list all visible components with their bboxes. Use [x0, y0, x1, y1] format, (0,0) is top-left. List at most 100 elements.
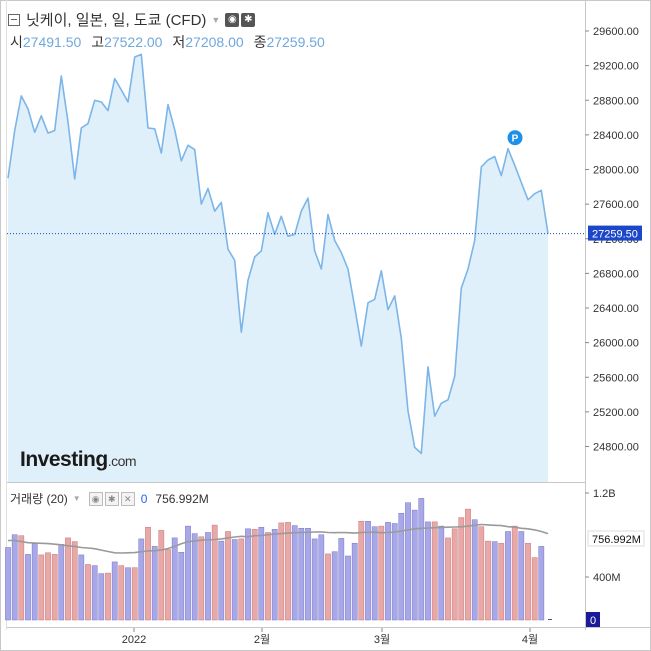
volume-bar [238, 538, 245, 621]
open-label: 시 [10, 34, 23, 50]
collapse-icon[interactable] [8, 13, 20, 26]
volume-bar [158, 530, 165, 621]
volume-label[interactable]: 거래량 (20) [10, 492, 68, 506]
volume-bar [331, 551, 338, 621]
time-tick-label: 4월 [522, 633, 538, 646]
volume-bar [305, 528, 311, 621]
volume-bar [118, 565, 125, 621]
open-value: 27491.50 [22, 34, 82, 50]
volume-bar [531, 557, 538, 621]
volume-remove-icon[interactable]: ✕ [120, 491, 135, 506]
volume-bar [105, 572, 111, 621]
volume-bar [291, 525, 298, 621]
volume-bar [371, 526, 378, 621]
close-value: 27259.50 [266, 34, 325, 50]
settings-gear-icon[interactable]: ✱ [241, 12, 256, 27]
investing-logo: Investing.com [20, 448, 137, 472]
visibility-eye-icon[interactable]: ◉ [225, 12, 240, 27]
price-tick-label: 29200.00 [593, 61, 639, 73]
low-label: 저 [172, 34, 186, 50]
price-tick-label: 28000.00 [593, 165, 639, 177]
close-label: 종 [253, 34, 267, 50]
volume-bar [165, 549, 171, 621]
volume-indicator-header: 거래량 (20) ▼ ◉ ✱ ✕ 0 756.992M [10, 490, 209, 507]
volume-bar [478, 526, 485, 621]
volume-bar [171, 537, 178, 621]
volume-bar [251, 529, 258, 621]
volume-settings-icon[interactable]: ✱ [104, 491, 119, 506]
volume-bar [445, 537, 451, 621]
volume-bar [511, 525, 518, 621]
volume-bar [345, 555, 351, 621]
volume-bar [378, 525, 385, 621]
volume-bar [98, 573, 105, 621]
price-tick-label: 25600.00 [593, 372, 639, 384]
time-tick-label: 2022 [122, 634, 146, 646]
volume-bar [185, 525, 191, 621]
p-marker-label: P [512, 134, 519, 145]
volume-bar [438, 525, 445, 621]
volume-bar [258, 526, 265, 621]
volume-bar [58, 544, 65, 621]
volume-bar [311, 538, 318, 621]
volume-bar [285, 522, 291, 621]
last-price-badge-label: 27259.50 [592, 229, 638, 241]
high-label: 고 [91, 34, 105, 50]
volume-bar [205, 532, 211, 621]
price-tick-label: 26800.00 [593, 268, 639, 280]
price-tick-label: 27600.00 [593, 199, 639, 211]
price-tick-label: 28800.00 [593, 95, 639, 107]
volume-bar [5, 547, 11, 621]
volume-bar [525, 542, 531, 621]
volume-bar [38, 554, 45, 621]
volume-bar [145, 526, 151, 621]
volume-index: 0 [140, 491, 148, 506]
volume-bar [278, 522, 285, 621]
volume-bar [411, 509, 418, 621]
volume-bar [518, 531, 525, 621]
volume-bar [211, 524, 218, 621]
volume-bar [451, 528, 458, 621]
p-marker-circle [507, 130, 523, 146]
high-value: 27522.00 [104, 34, 163, 50]
chart-title[interactable]: 닛케이, 일본, 일, 도쿄 (CFD) [26, 12, 207, 29]
volume-last-badge-label: 756.992M [592, 534, 641, 546]
volume-bar [358, 521, 365, 621]
volume-bar [391, 523, 398, 621]
volume-bar [245, 528, 251, 621]
volume-bar [398, 513, 405, 621]
volume-bar [71, 541, 78, 621]
chart-title-bar: 닛케이, 일본, 일, 도쿄 (CFD) ▼ ◉ ✱ [8, 9, 257, 30]
low-value: 27208.00 [185, 34, 244, 50]
volume-bar [325, 553, 331, 621]
price-tick-label: 26400.00 [593, 303, 639, 315]
volume-bar [265, 532, 271, 621]
price-tick-label: 26000.00 [593, 338, 639, 350]
volume-bar [365, 521, 371, 621]
price-line [7, 53, 549, 455]
logo-suffix: .com [107, 453, 137, 469]
volume-bar [351, 542, 358, 621]
volume-bar [191, 533, 198, 621]
volume-bar [471, 519, 478, 621]
volume-bar [491, 541, 498, 621]
volume-bar [405, 502, 411, 621]
ohlc-readout: 시27491.50 고27522.00 저27208.00 종27259.50 [10, 32, 331, 52]
volume-sma-line [8, 523, 549, 554]
title-dropdown-icon[interactable]: ▼ [211, 14, 221, 25]
volume-bar [85, 564, 91, 621]
volume-bar [138, 538, 145, 621]
logo-brand: Investing [20, 448, 108, 471]
volume-bar [431, 521, 438, 621]
volume-bar [131, 567, 138, 621]
volume-eye-icon[interactable]: ◉ [88, 491, 103, 506]
price-area-fill [8, 54, 548, 483]
volume-bar [198, 536, 205, 621]
volume-bar [218, 540, 225, 621]
volume-bar [51, 554, 58, 621]
volume-bar [271, 529, 278, 621]
volume-dropdown-icon[interactable]: ▼ [72, 494, 81, 503]
volume-tick-label: 400M [593, 572, 621, 584]
